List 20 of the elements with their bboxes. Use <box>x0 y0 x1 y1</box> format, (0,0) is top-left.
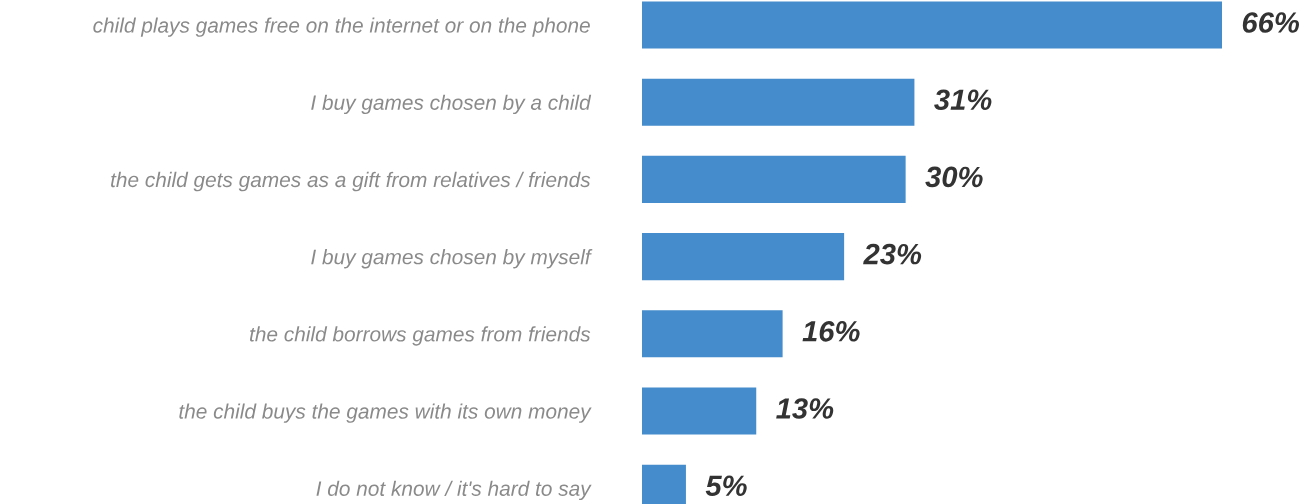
y-tick-label: I buy games chosen by a child <box>311 94 592 115</box>
data-label: 23% <box>863 243 922 265</box>
y-tick-label: the child gets games as a gift from relatives / friends <box>111 171 591 192</box>
y-tick-label: the child buys the games with its own money <box>179 403 592 423</box>
bar <box>642 1 1222 49</box>
y-tick-label: the child borrows games from friends <box>250 326 591 346</box>
bar <box>642 78 915 126</box>
bar <box>642 155 906 203</box>
data-label: 66% <box>1242 12 1300 33</box>
data-label: 16% <box>802 320 860 342</box>
bar <box>642 310 783 358</box>
data-label: 31% <box>934 89 992 111</box>
y-tick-label: child plays games free on the internet or on the phone <box>93 17 590 37</box>
data-label: 30% <box>925 166 983 188</box>
bar <box>642 387 757 435</box>
bar <box>642 233 845 281</box>
y-tick-label: I buy games chosen by myself <box>311 249 593 269</box>
y-tick-label: I do not know / it's hard to say <box>316 480 592 501</box>
data-label: 5% <box>705 475 747 497</box>
data-label: 13% <box>776 398 834 419</box>
